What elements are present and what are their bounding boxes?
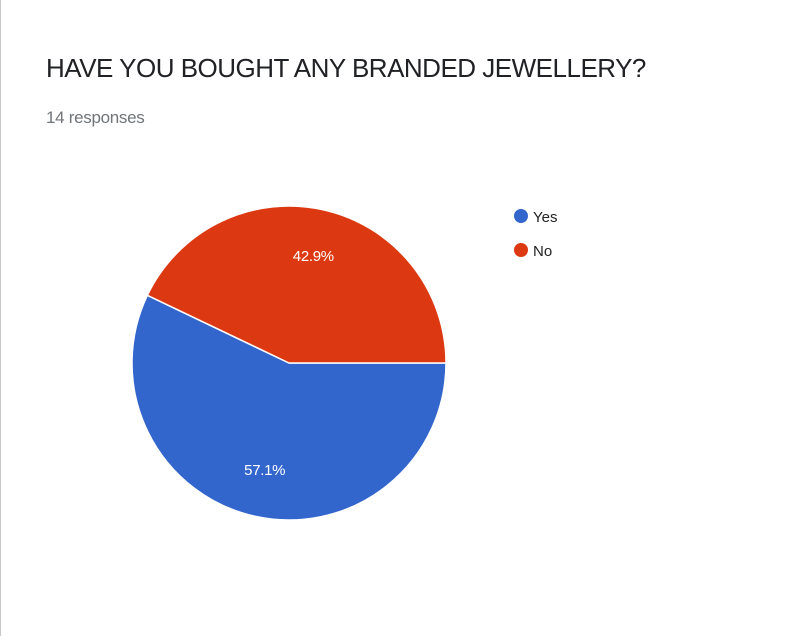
pie-slice-labels: 57.1% 42.9% bbox=[244, 248, 334, 479]
pie-slice-no bbox=[146, 205, 447, 364]
slice-label-yes: 57.1% bbox=[244, 462, 285, 479]
card-left-border bbox=[0, 0, 1, 636]
legend-marker-yes bbox=[514, 209, 528, 223]
legend-marker-no bbox=[514, 243, 528, 257]
pie-slice-yes bbox=[131, 294, 447, 521]
question-title: HAVE YOU BOUGHT ANY BRANDED JEWELLERY? bbox=[46, 53, 646, 83]
legend-label-no: No bbox=[533, 243, 552, 260]
legend-item-yes[interactable]: Yes bbox=[514, 209, 557, 226]
response-count: 14 responses bbox=[46, 108, 145, 127]
slice-label-no: 42.9% bbox=[293, 248, 334, 265]
legend-label-yes: Yes bbox=[533, 209, 557, 226]
legend-item-no[interactable]: No bbox=[514, 243, 552, 260]
pie-slices bbox=[131, 205, 447, 521]
chart-legend: Yes No bbox=[514, 209, 557, 260]
